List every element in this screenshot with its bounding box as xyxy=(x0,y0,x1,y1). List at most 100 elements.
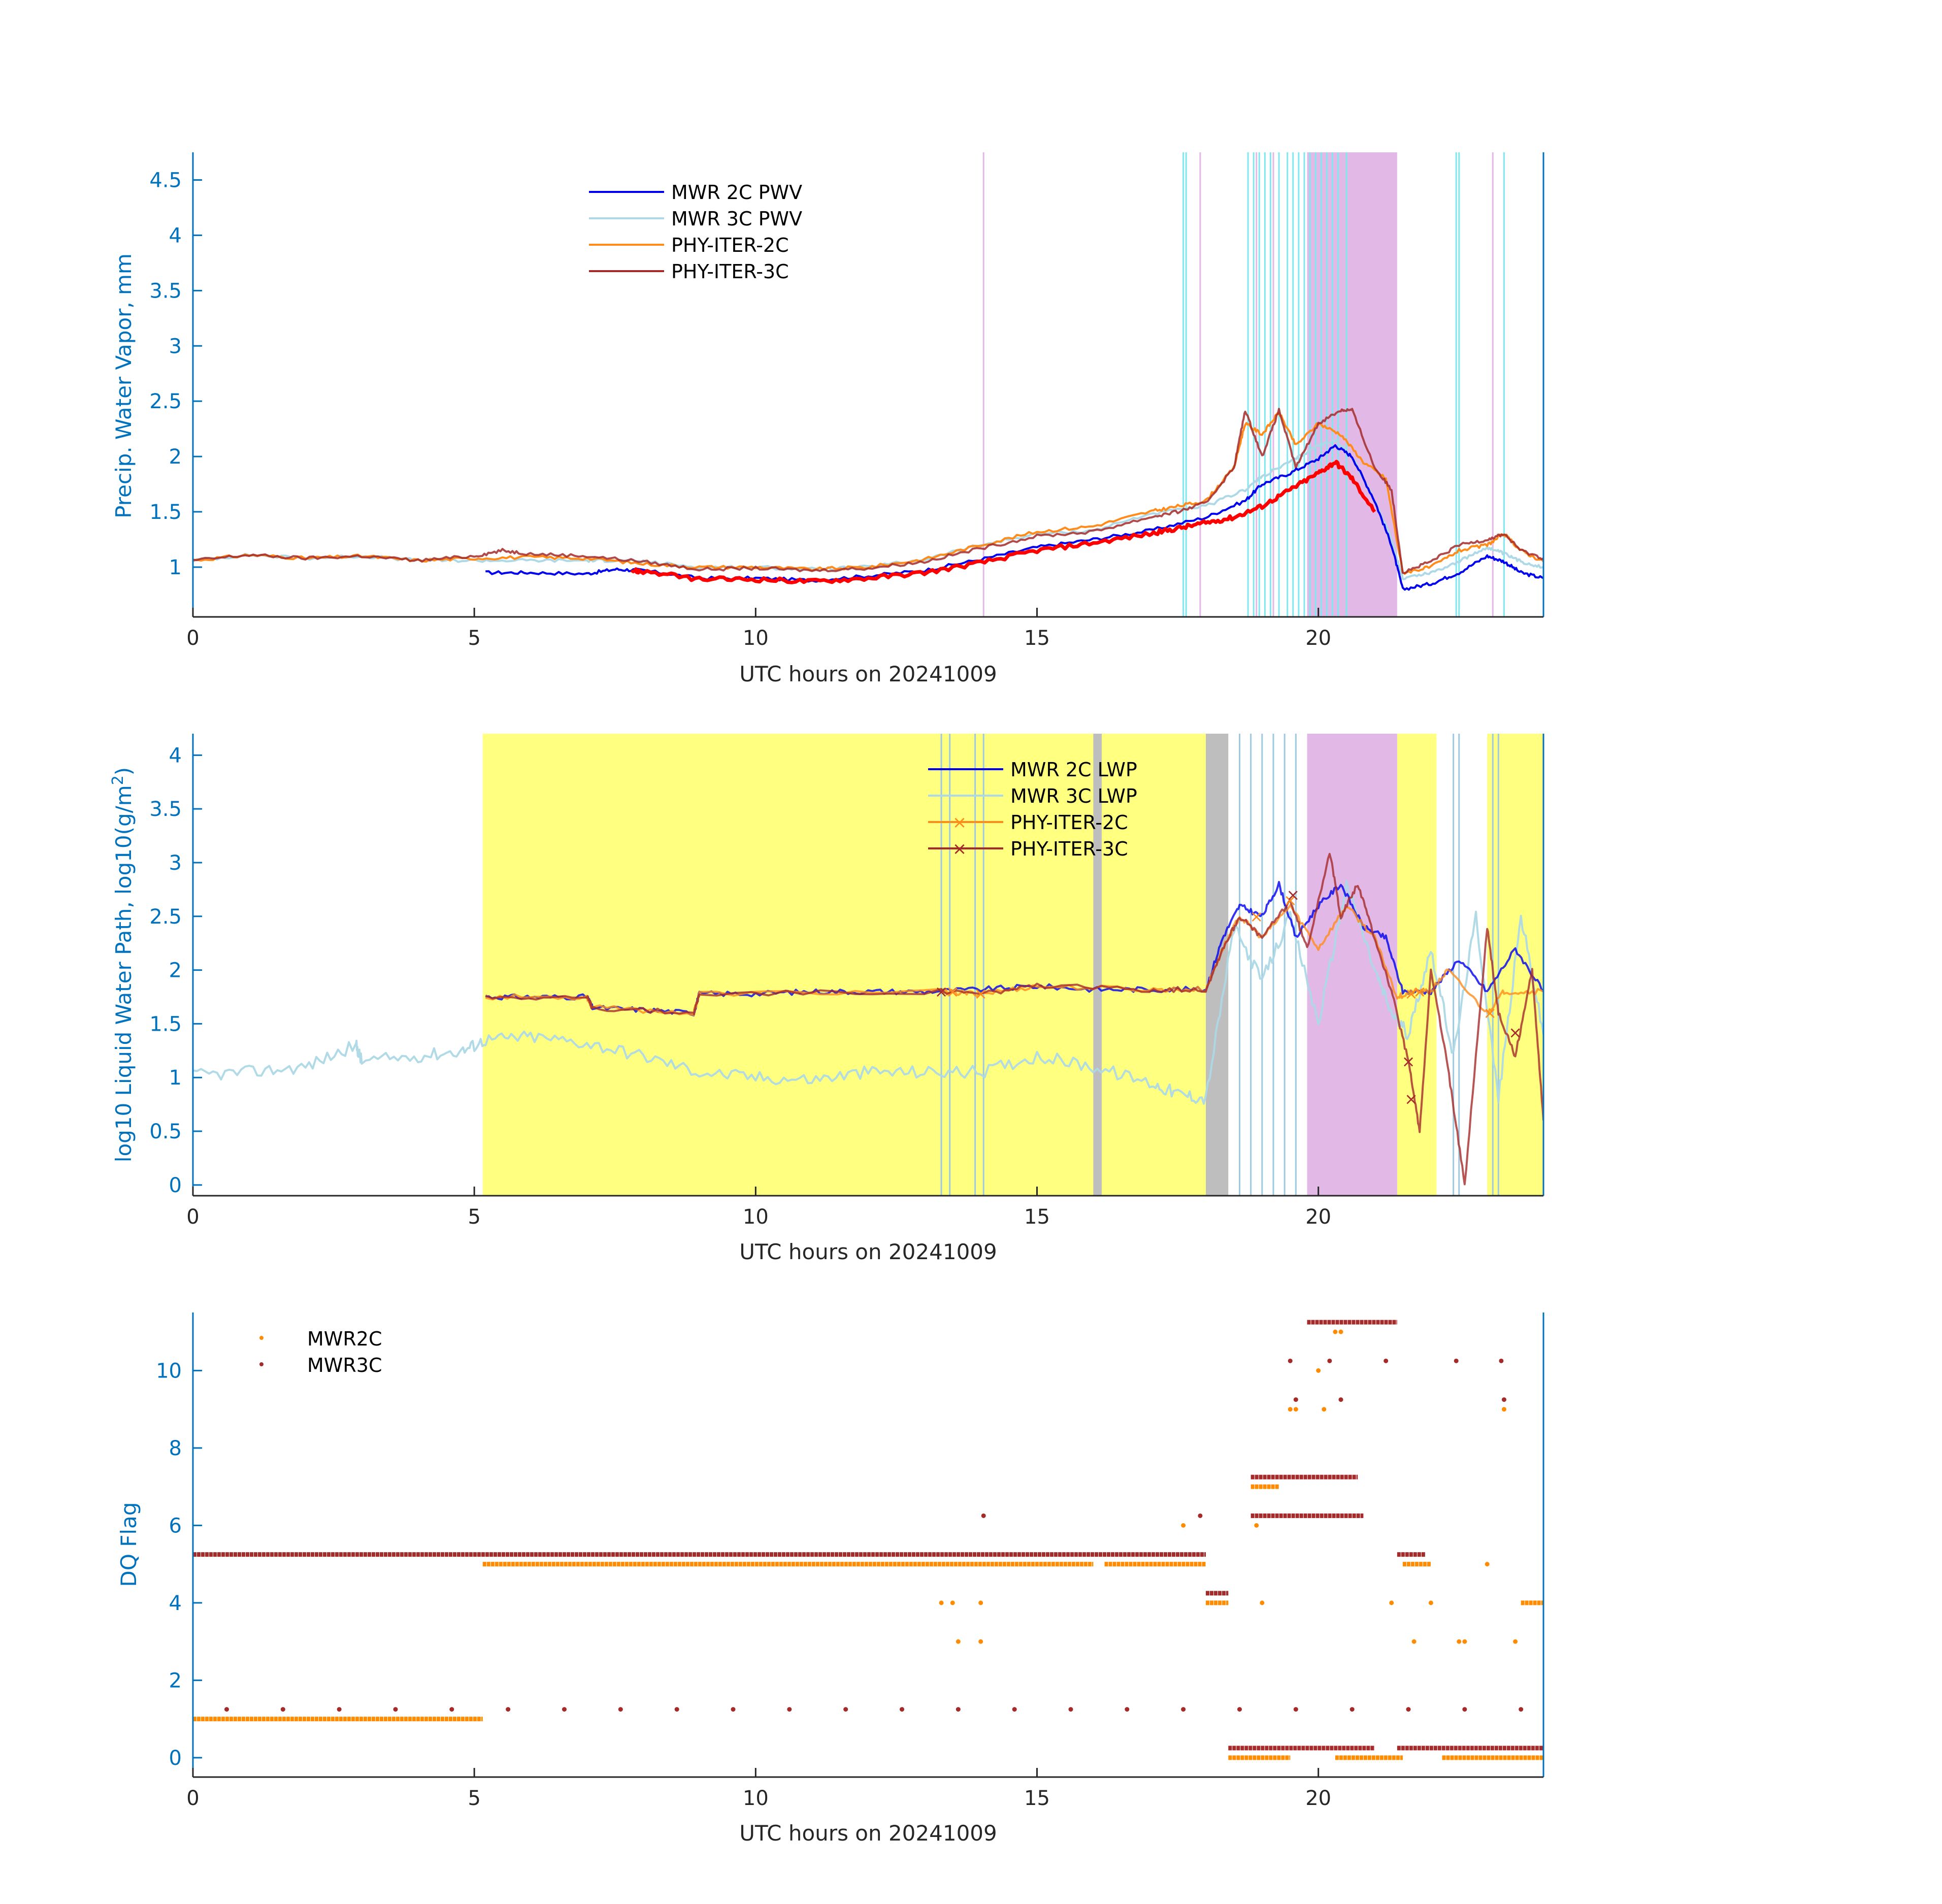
dq-point-mwr3c xyxy=(562,1707,567,1712)
dq-point-mwr3c xyxy=(843,1707,848,1712)
y-tick-label: 6 xyxy=(169,1514,182,1537)
pwv-legend: MWR 2C PWV MWR 3C PWV PHY-ITER-2C PHY-IT… xyxy=(589,181,802,283)
y-tick-label: 8 xyxy=(169,1437,182,1460)
x-tick-label: 5 xyxy=(468,1787,480,1810)
x-tick-label: 0 xyxy=(186,1787,199,1810)
dq-point-mwr3c xyxy=(956,1707,961,1712)
dq-point-mwr2c xyxy=(1411,1639,1417,1644)
dq-point-mwr2c xyxy=(978,1600,983,1605)
y-tick-label: 1.5 xyxy=(149,1012,182,1036)
dq-point-mwr3c xyxy=(674,1707,679,1712)
y-tick-label: 4 xyxy=(169,744,182,767)
y-tick-label: 1 xyxy=(169,556,182,579)
dq-point-mwr2c xyxy=(956,1639,961,1644)
dq-point-mwr2c xyxy=(1333,1329,1338,1334)
dq-point-mwr2c xyxy=(1485,1562,1490,1567)
lwp-marker-x: × xyxy=(1249,907,1263,926)
legend-marker-phy2c: × xyxy=(952,812,967,833)
y-tick-label: 1.5 xyxy=(149,501,182,524)
dq-point-mwr3c xyxy=(787,1707,792,1712)
x-tick-label: 10 xyxy=(743,1787,769,1810)
pwv-x-label: UTC hours on 20241009 xyxy=(739,662,997,686)
dq-point-mwr3c xyxy=(280,1707,285,1712)
x-tick-label: 0 xyxy=(186,627,199,650)
x-tick-label: 10 xyxy=(743,627,769,650)
dq-point-mwr2c xyxy=(950,1600,955,1605)
dq-point-mwr3c xyxy=(1288,1358,1293,1363)
legend-label-mwr2c: MWR2C xyxy=(307,1328,382,1350)
lwp-y-label-close: ) xyxy=(111,767,136,775)
legend-label-phy2c-lwp: PHY-ITER-2C xyxy=(1010,811,1128,834)
dq-point-mwr2c xyxy=(1501,1407,1506,1412)
dq-point-mwr3c xyxy=(1293,1707,1298,1712)
dq-point-mwr2c xyxy=(1322,1407,1327,1412)
dq-point-mwr3c xyxy=(1327,1358,1332,1363)
lwp-legend: MWR 2C LWP MWR 3C LWP × PHY-ITER-2C × PH… xyxy=(928,759,1137,860)
y-tick-label: 4.5 xyxy=(149,169,182,192)
x-tick-label: 10 xyxy=(743,1205,769,1229)
dq-flag-panel: 0 5 10 15 20 0 2 4 6 8 10 UTC hours on 20241009 D… xyxy=(116,1312,1544,1846)
y-tick-label: 0.5 xyxy=(149,1120,182,1143)
dq-point-mwr3c xyxy=(1181,1707,1186,1712)
legend-label-mwr2c-lwp: MWR 2C LWP xyxy=(1010,759,1137,781)
dq-point-mwr2c xyxy=(1293,1407,1298,1412)
dq-legend: MWR2C MWR3C xyxy=(259,1328,382,1376)
dq-x-label: UTC hours on 20241009 xyxy=(739,1821,997,1846)
legend-label-mwr3c-pwv: MWR 3C PWV xyxy=(671,208,802,230)
dq-point-mwr2c xyxy=(939,1600,944,1605)
dq-point-mwr3c xyxy=(1501,1397,1506,1402)
legend-dot-mwr2c xyxy=(259,1336,264,1340)
dq-point-mwr3c xyxy=(1338,1397,1343,1402)
x-tick-label: 5 xyxy=(468,1205,480,1229)
lwp-marker-x: × xyxy=(1508,1023,1522,1042)
series-phy-iter-3c xyxy=(193,408,1543,574)
legend-dot-mwr3c xyxy=(259,1362,264,1366)
y-tick-label: 3 xyxy=(169,851,182,875)
dq-point-mwr3c xyxy=(1293,1397,1298,1402)
x-tick-label: 20 xyxy=(1305,1787,1331,1810)
dq-point-mwr3c xyxy=(1237,1707,1242,1712)
y-tick-label: 2 xyxy=(169,445,182,469)
dq-point-mwr3c xyxy=(731,1707,736,1712)
x-tick-label: 15 xyxy=(1024,627,1050,650)
dq-point-mwr3c xyxy=(224,1707,229,1712)
series-phy-iter-3c-lwp xyxy=(485,852,1543,1186)
lwp-marker-x: × xyxy=(946,982,960,1001)
dq-y-label: DQ Flag xyxy=(116,1502,141,1587)
y-tick-label: 2.5 xyxy=(149,905,182,929)
y-tick-label: 0 xyxy=(169,1747,182,1770)
legend-marker-phy3c: × xyxy=(952,839,967,859)
legend-label-phy-iter-2c: PHY-ITER-2C xyxy=(671,234,789,256)
legend-label-mwr3c-lwp: MWR 3C LWP xyxy=(1010,785,1137,807)
x-tick-label: 15 xyxy=(1024,1787,1050,1810)
y-tick-label: 3.5 xyxy=(149,279,182,303)
dq-point-mwr2c xyxy=(1260,1600,1265,1605)
y-tick-label: 10 xyxy=(156,1359,182,1383)
dq-point-mwr3c xyxy=(1499,1358,1504,1363)
lwp-y-label: log10 Liquid Water Path, log10(g/m2) xyxy=(109,767,136,1162)
y-tick-label: 3.5 xyxy=(149,798,182,821)
y-tick-label: 4 xyxy=(169,1592,182,1615)
lwp-marker-x: × xyxy=(1413,982,1427,1001)
y-tick-label: 4 xyxy=(169,224,182,247)
dq-point-mwr2c xyxy=(1428,1600,1433,1605)
x-tick-label: 5 xyxy=(468,627,480,650)
lwp-y-label-sup: 2 xyxy=(109,775,127,785)
lwp-marker-x: × xyxy=(935,982,948,1001)
series-mwr2c-pwv-flagged xyxy=(630,459,1376,584)
dq-point-mwr3c xyxy=(1012,1707,1017,1712)
dq-point-mwr3c xyxy=(1406,1707,1411,1712)
dq-point-mwr2c xyxy=(1288,1407,1293,1412)
pwv-panel: 0 5 10 15 20 1 1.5 2 2.5 3 3.5 4 4.5 UTC hours on 2… xyxy=(111,152,1544,686)
dq-point-mwr2c xyxy=(1389,1600,1394,1605)
dq-point-mwr3c xyxy=(618,1707,623,1712)
dq-point-mwr3c xyxy=(1454,1358,1459,1363)
dq-point-mwr3c xyxy=(1125,1707,1130,1712)
dq-point-mwr3c xyxy=(449,1707,454,1712)
lwp-panel: × ××××××××××× 0 5 10 15 20 00.511.522.533.54 … xyxy=(109,734,1544,1264)
series-mwr2c-pwv xyxy=(485,444,1543,591)
dq-point-mwr3c xyxy=(393,1707,398,1712)
dq-point-mwr3c xyxy=(506,1707,511,1712)
dq-point-mwr3c xyxy=(1384,1358,1389,1363)
